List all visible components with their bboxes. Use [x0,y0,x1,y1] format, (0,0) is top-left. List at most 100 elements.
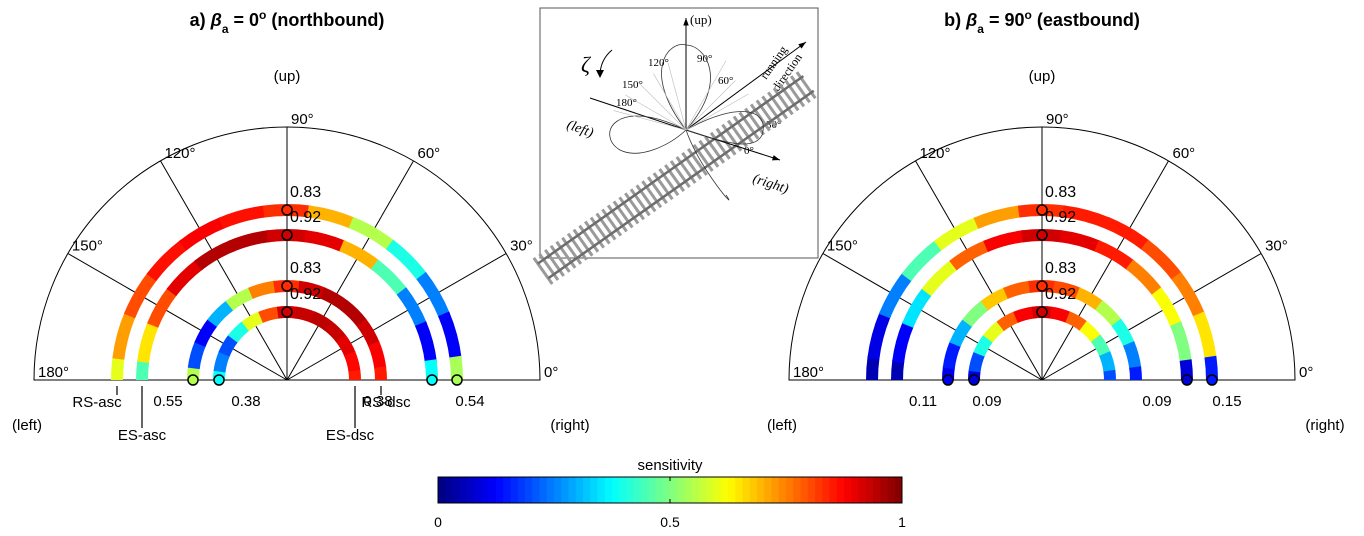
arc-segment [153,291,173,326]
arc-segment [305,236,344,246]
colorbar-cell [670,477,678,503]
arc-segment [1077,293,1099,306]
arc-segment [1016,313,1034,318]
arc-segment [1060,236,1099,246]
theta-tick-label: 30° [510,238,533,255]
value-label: 0.92 [1045,209,1076,226]
arc-segment [361,322,374,344]
colorbar-cell [445,477,453,503]
arc-segment [1176,324,1186,363]
arc-segment [194,343,201,368]
arc-segment [261,313,279,318]
colorbar-cell [561,477,569,503]
arc-segment [354,371,355,380]
title-part: β [210,10,222,30]
marker [1207,375,1217,385]
arc-segment [198,246,233,266]
arc-segment [212,305,230,323]
arc-segment [341,338,350,354]
colorbar-cell [511,477,519,503]
colorbar-cell [728,477,736,503]
arc-segment [171,264,199,292]
value-label: 0.92 [290,209,321,226]
marker [969,375,979,385]
title-part: (northbound) [266,10,384,30]
arc-segment [151,244,184,277]
colorbar-cell [554,477,562,503]
axis-label: (up) [274,68,301,85]
arc-segment [245,317,261,326]
marker [1037,307,1047,317]
arc-segment [1000,317,1016,326]
colorbar-cell [496,477,504,503]
arc-segment [183,222,223,245]
arc-segment [1097,246,1132,266]
colorbar-cell [656,477,664,503]
arc-segment [986,236,1025,246]
arc-segment [975,354,980,372]
arc-segment [872,357,874,380]
title-part: o [1025,8,1032,22]
axis-label: (up) [1029,68,1056,85]
value-label: 0.09 [972,393,1001,410]
theta-tick-label: 120° [920,145,951,162]
arc-segment [221,211,266,223]
title-part: b) [944,10,966,30]
theta-tick-label: 180° [793,364,824,381]
colorbar-cell [837,477,845,503]
marker [943,375,953,385]
theta-tick-label: 60° [1173,145,1196,162]
arc-segment [129,276,152,316]
arc-segment [926,264,954,292]
series-name: RS-asc [72,394,122,411]
arc-segment [200,322,213,344]
arc-segment [1135,367,1136,380]
colorbar-cell [844,477,852,503]
colorbar-cell [569,477,577,503]
colorbar-cell [779,477,787,503]
colorbar-cell [612,477,620,503]
colorbar-cell [583,477,591,503]
colorbar-cell [518,477,526,503]
arc-segment [374,264,402,292]
title-part: (eastbound) [1032,10,1140,30]
marker [188,375,198,385]
arc-segment [1116,322,1129,344]
colorbar-cell [851,477,859,503]
value-label: 0.83 [290,260,321,277]
colorbar-cell [743,477,751,503]
arc-segment [342,246,377,266]
arc-segment [1050,313,1068,318]
colorbar-cell [866,477,874,503]
inset-diagram: (up) 90° 120° 150° 180° 60° 30° 0° ζ (le… [534,8,818,284]
arc-segment [142,360,143,380]
arc-segment [224,338,233,354]
marker [214,375,224,385]
value-label: 0.83 [1045,260,1076,277]
colorbar-cell [460,477,468,503]
theta-tick-label: 30° [1265,238,1288,255]
polar-panel: a) βa = 0o (northbound)(up)(left)(right)… [12,8,590,444]
arc-segment [908,291,928,326]
marker [452,375,462,385]
colorbar-cell [641,477,649,503]
theta-tick-label: 180° [38,364,69,381]
arc-segment [1099,305,1117,323]
colorbar-cell [793,477,801,503]
arc-segment [953,246,988,266]
marker [1182,375,1192,385]
chart-title: a) βa = 0o (northbound) [190,8,385,36]
arc-segment [322,293,344,306]
arc-segment [444,314,456,359]
arc-segment [328,326,341,339]
arc-segment [1109,371,1110,380]
series-name: ES-asc [118,427,167,444]
colorbar-cell [532,477,540,503]
colorbar-cell [859,477,867,503]
value-label: 0.83 [290,184,321,201]
marker [427,375,437,385]
colorbar-cell [706,477,714,503]
axis-label: (right) [550,417,589,434]
colorbar-cell [634,477,642,503]
value-label: 0.09 [1142,393,1171,410]
